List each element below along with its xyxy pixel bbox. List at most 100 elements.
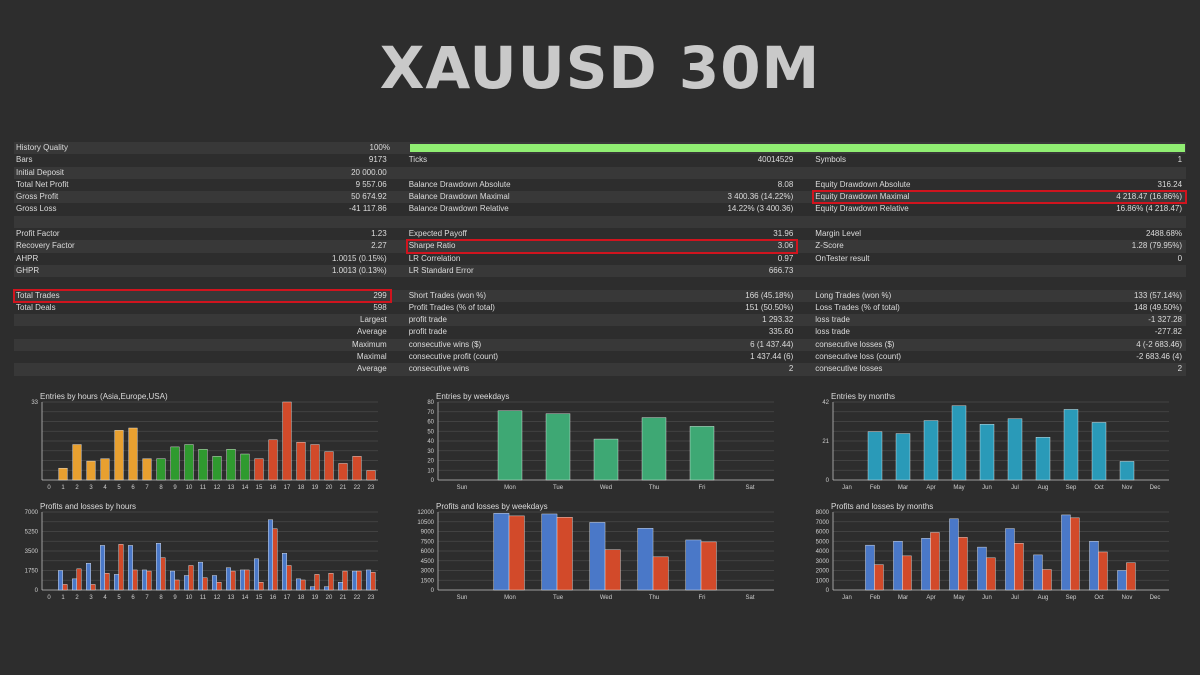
metric-cell: Recovery Factor 2.27 [14,240,391,252]
report-row: Initial Deposit 20 000.00 [14,166,1186,179]
x-tick-label: 6 [131,485,135,491]
metric-cell: Balance Drawdown Absolute 8.08 [407,179,798,191]
loss-bar [328,573,334,591]
y-tick-label: 7000 [816,520,830,526]
metric-label: consecutive wins ($) [408,339,482,349]
x-tick-label: Sep [1066,485,1077,491]
loss-bar [202,577,208,591]
metric-value: 16.86% (4 218.47) [1116,204,1183,214]
metric-label: loss trade [815,315,850,325]
x-tick-label: 23 [368,595,375,601]
bar [268,439,278,481]
loss-bar [314,574,320,591]
metric-label: Symbols [815,155,846,165]
bar [310,444,320,481]
x-tick-label: 7 [145,595,149,601]
metric-value: 1.23 [371,229,387,239]
bar [198,449,208,481]
bar [366,470,376,481]
x-tick-label: 15 [256,485,263,491]
loss-bar [272,528,278,591]
chart-svg: 330 1 2 3 4 5 6 7 8 9 10 11 12 13 14 15 16 17 18 19 20 21 22 23 [31,400,378,491]
metric-label: AHPR [16,253,39,263]
metric-value: 2488.68% [1145,229,1183,239]
metric-cell: loss trade -1 327.28 [813,314,1186,326]
x-tick-label: 19 [312,485,319,491]
x-tick-label: 11 [200,595,207,601]
metric-label: consecutive wins [408,364,470,374]
x-tick-label: Jun [982,595,992,601]
metric-cell: Total Deals 598 [14,302,391,314]
profit-bar [184,575,189,591]
x-tick-label: 15 [256,595,263,601]
metric-value: -41 117.86 [349,204,387,214]
bar [184,444,194,481]
x-tick-label: 5 [117,595,121,601]
metric-cell: consecutive losses 2 [813,363,1186,375]
y-tick-label: 0 [431,478,435,484]
y-tick-label: 12000 [417,510,434,516]
profit-bar [114,574,119,591]
metric-cell [14,277,391,289]
chart-3: Profits and losses by hours 0 1750 3500 5250… [14,502,384,602]
y-tick-label: 3500 [25,549,39,555]
loss-bar [300,579,306,591]
y-tick-label: 3000 [421,569,435,575]
metric-label: Average [357,364,387,374]
metric-cell [813,277,1186,289]
metric-label: Gross Profit [16,192,59,202]
profit-bar [685,539,702,591]
x-tick-label: 3 [89,485,93,491]
metric-cell: Maximum [14,339,391,351]
metric-label: Balance Drawdown Absolute [408,179,511,189]
chart-svg: 0 10 20 30 40 50 60 70 80 Sun Mon Tue Wed Thu Fri Sat [427,400,774,491]
y-tick-label: 0 [35,588,39,594]
metric-cell: Expected Payoff 31.96 [407,228,798,240]
profit-bar [310,586,315,591]
metric-value: -277.82 [1154,327,1183,337]
x-tick-label: 17 [284,595,291,601]
loss-bar [1070,517,1080,591]
x-tick-label: 19 [312,595,319,601]
y-tick-label: 9000 [421,530,435,536]
metric-label: OnTester result [815,253,870,263]
metric-label: profit trade [408,315,447,325]
x-tick-label: Aug [1038,485,1049,491]
profit-bar [254,558,259,591]
x-tick-label: Jul [1011,595,1019,601]
metric-cell: Largest [14,314,391,326]
metric-cell: profit trade 335.60 [407,326,798,338]
metric-cell: LR Correlation 0.97 [407,253,798,265]
loss-bar [700,541,717,591]
highlighted-metric: Total Trades 299 [13,288,392,303]
profit-bar [589,522,606,591]
x-tick-label: Nov [1122,485,1133,491]
metric-value: 133 (57.14%) [1133,290,1183,300]
y-tick-label: 1000 [816,578,830,584]
bar [100,458,110,481]
metric-label: Maximum [352,339,387,349]
chart-title: Entries by months [831,392,896,401]
x-tick-label: 22 [354,485,361,491]
history-quality-value: 100% [369,143,390,152]
metric-label: Profit Trades (% of total) [408,302,495,312]
metric-value: 9 557.06 [355,179,387,189]
metric-label: Equity Drawdown Maximal [815,192,910,202]
chart-title: Entries by weekdays [436,392,510,401]
bar [979,424,995,481]
history-quality-row: History Quality 100% [14,142,1186,155]
x-tick-label: 2 [75,485,79,491]
metric-cell: consecutive profit (count) 1 437.44 (6) [407,351,798,363]
loss-bar [258,581,264,591]
bar [156,458,166,481]
profit-bar [1033,554,1043,591]
metric-cell: profit trade 1 293.32 [407,314,798,326]
y-tick-label: 20 [427,459,434,465]
profit-bar [977,546,987,591]
x-tick-label: 16 [270,485,277,491]
x-tick-label: 6 [131,595,135,601]
metric-cell [813,167,1186,179]
y-tick-label: 0 [826,588,830,594]
loss-bar [1042,569,1052,591]
metric-label: Initial Deposit [16,167,65,177]
